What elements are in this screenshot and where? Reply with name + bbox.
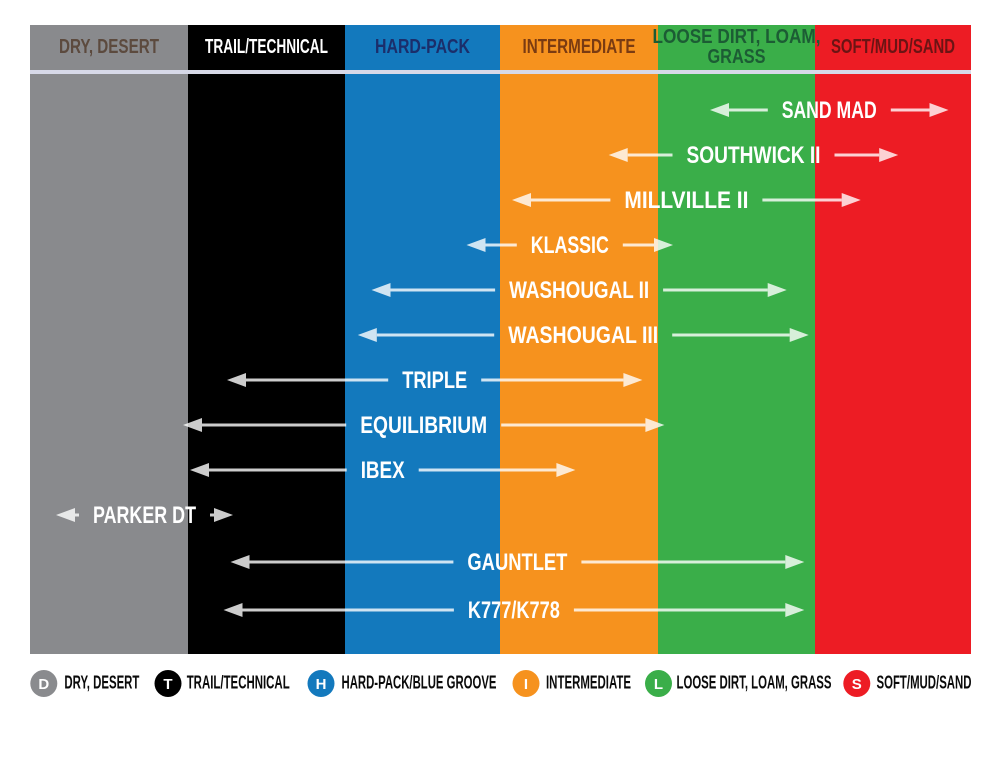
svg-text:HARD-PACK/BLUE GROOVE: HARD-PACK/BLUE GROOVE: [342, 673, 497, 693]
svg-text:TRAIL/TECHNICAL: TRAIL/TECHNICAL: [187, 673, 290, 693]
svg-text:D: D: [38, 676, 49, 693]
svg-text:SOFT/MUD/SAND: SOFT/MUD/SAND: [877, 673, 972, 693]
svg-text:INTERMEDIATE: INTERMEDIATE: [546, 673, 631, 693]
svg-text:DRY, DESERT: DRY, DESERT: [64, 673, 139, 693]
svg-text:T: T: [163, 676, 172, 693]
svg-text:H: H: [316, 676, 327, 693]
svg-text:L: L: [654, 676, 663, 693]
svg-text:LOOSE DIRT, LOAM, GRASS: LOOSE DIRT, LOAM, GRASS: [677, 673, 832, 693]
svg-text:I: I: [524, 676, 528, 693]
svg-text:S: S: [852, 676, 862, 693]
